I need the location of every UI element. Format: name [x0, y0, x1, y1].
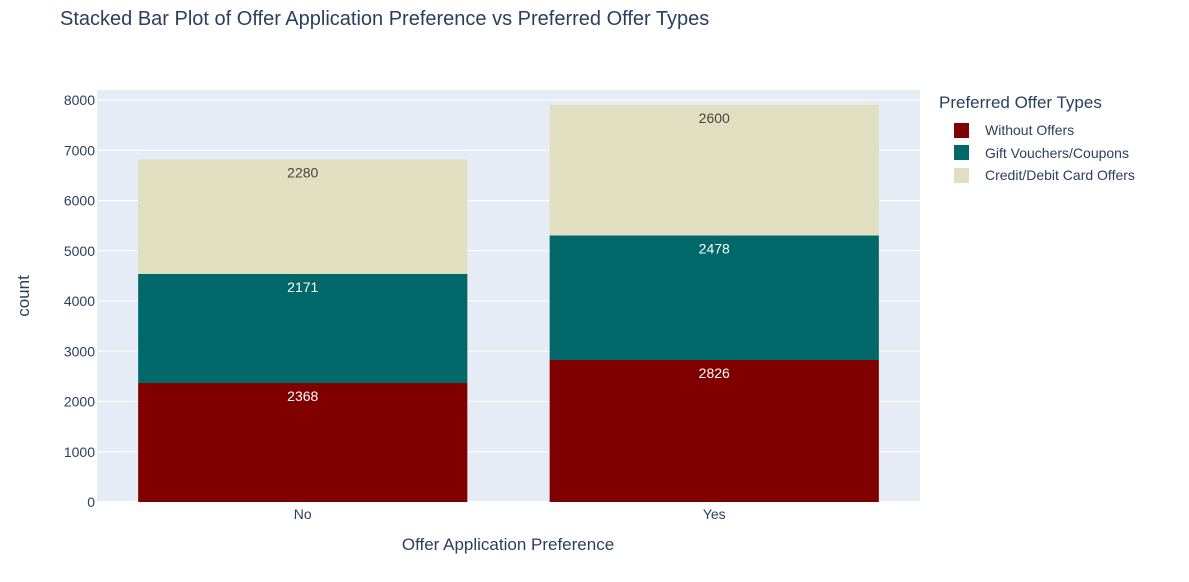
legend-item[interactable]: Gift Vouchers/Coupons: [939, 142, 1135, 165]
y-tick-label: 5000: [64, 243, 95, 259]
chart-title: Stacked Bar Plot of Offer Application Pr…: [60, 8, 710, 30]
y-tick-label: 2000: [64, 394, 95, 410]
legend-swatch: [954, 167, 969, 183]
x-tick-label: Yes: [703, 506, 726, 522]
bar-value-label: 2478: [699, 241, 730, 257]
bar-value-label: 2171: [287, 279, 318, 295]
bar-segment: [549, 360, 879, 502]
legend-title: Preferred Offer Types: [939, 93, 1102, 112]
bar-segment: [138, 273, 468, 384]
bar-value-label: 2280: [287, 164, 318, 180]
legend: Preferred Offer Types Without Offers Gift…: [939, 93, 1135, 187]
y-tick-label: 7000: [64, 142, 95, 158]
bar-value-label: 2368: [287, 388, 318, 404]
legend-label: Gift Vouchers/Coupons: [985, 144, 1129, 161]
x-tick-label: No: [294, 506, 312, 522]
legend-swatch: [954, 122, 969, 138]
y-tick-label: 3000: [64, 343, 95, 359]
y-tick-label: 1000: [64, 444, 95, 460]
legend-label: Without Offers: [985, 122, 1075, 139]
legend-items: Without Offers Gift Vouchers/Coupons Credi…: [939, 119, 1135, 187]
bar-segment: [549, 104, 879, 236]
y-tick-label: 8000: [64, 92, 95, 108]
y-axis-ticks: 0 1000 2000 3000 4000 5000 6000 7000 8000: [64, 92, 95, 510]
x-axis-title: Offer Application Preference: [402, 535, 614, 554]
bar-segment: [138, 383, 468, 502]
y-tick-label: 6000: [64, 193, 95, 209]
y-axis-title: count: [14, 275, 33, 317]
bar-segment: [138, 159, 468, 274]
bar-value-label: 2600: [699, 110, 730, 126]
y-tick-label: 4000: [64, 293, 95, 309]
legend-item[interactable]: Credit/Debit Card Offers: [939, 164, 1135, 187]
legend-swatch: [954, 145, 969, 161]
x-axis-ticks: No Yes: [294, 506, 726, 522]
bar-value-label: 2826: [699, 365, 730, 381]
legend-label: Credit/Debit Card Offers: [985, 167, 1135, 184]
data-labels: 2368 2171 2280 2826 2478 2600: [287, 110, 730, 404]
bars: [138, 104, 879, 502]
legend-item[interactable]: Without Offers: [939, 119, 1135, 142]
y-tick-label: 0: [87, 494, 95, 510]
bar-segment: [549, 235, 879, 361]
